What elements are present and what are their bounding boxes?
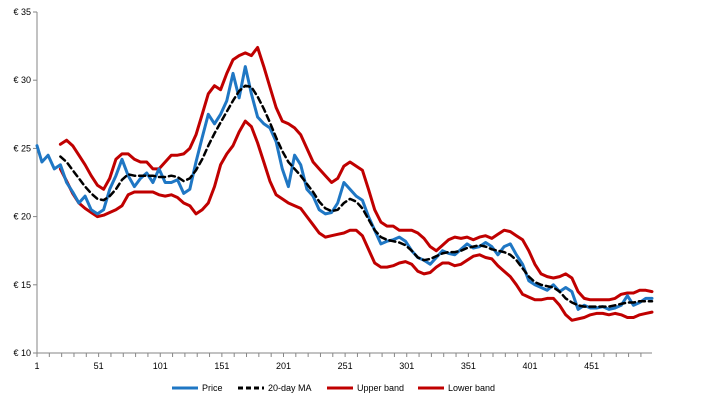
legend-label-price: Price: [202, 383, 223, 393]
series-line-price: [35, 65, 654, 311]
x-tick-label: 1: [34, 361, 39, 371]
x-tick-label: 351: [461, 361, 476, 371]
y-tick-label: € 35: [13, 7, 31, 17]
legend: Price 20-day MA Upper band Lower band: [172, 383, 495, 393]
x-tick-label: 301: [399, 361, 414, 371]
y-tick-label: € 25: [13, 143, 31, 153]
series-line-upper-band: [58, 46, 654, 302]
x-tick-label: 101: [153, 361, 168, 371]
y-tick-label: € 20: [13, 212, 31, 222]
x-tick-label: 251: [338, 361, 353, 371]
x-tick-label: 151: [214, 361, 229, 371]
x-tick-label: 401: [522, 361, 537, 371]
legend-label-20-day-ma: 20-day MA: [268, 383, 312, 393]
x-tick-label: 201: [276, 361, 291, 371]
x-tick-label: 451: [584, 361, 599, 371]
legend-label-upper-band: Upper band: [357, 383, 404, 393]
y-tick-label: € 10: [13, 348, 31, 358]
series-line-20-day-ma: [59, 84, 654, 308]
y-tick-label: € 15: [13, 280, 31, 290]
x-tick-label: 51: [94, 361, 104, 371]
axes: € 10€ 15€ 20€ 25€ 30€ 351 51 101 151 201 251 3…: [13, 7, 652, 371]
plot-area: [35, 46, 654, 322]
y-tick-label: € 30: [13, 75, 31, 85]
series-line-lower-band: [58, 119, 654, 322]
legend-label-lower-band: Lower band: [448, 383, 495, 393]
